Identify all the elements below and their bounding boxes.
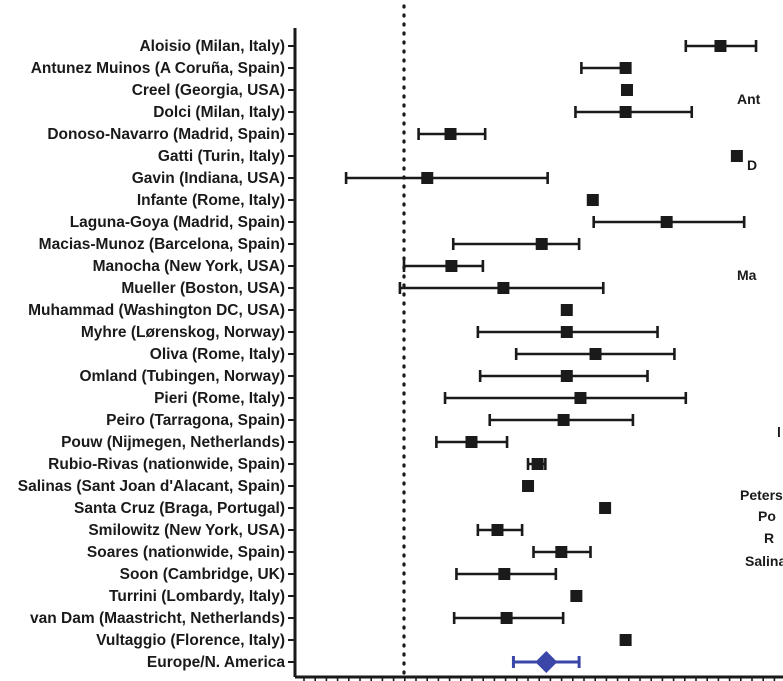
study-row: Soon (Cambridge, UK) <box>120 566 558 583</box>
study-label: Soares (nationwide, Spain) <box>87 544 285 561</box>
point-estimate <box>586 194 599 206</box>
study-row: Salinas (Sant Joan d'Alacant, Spain) <box>18 478 535 495</box>
study-label: Salinas (Sant Joan d'Alacant, Spain) <box>18 478 285 495</box>
study-label: Rubio-Rivas (nationwide, Spain) <box>48 456 285 473</box>
study-row: Turrini (Lombardy, Italy) <box>109 588 583 605</box>
point-estimate <box>497 282 510 294</box>
point-estimate <box>620 84 633 96</box>
study-row: Manocha (New York, USA) <box>93 258 485 275</box>
study-label: Donoso-Navarro (Madrid, Spain) <box>47 126 285 143</box>
study-row: Pouw (Nijmegen, Netherlands) <box>61 434 509 451</box>
study-row: Myhre (Lørenskog, Norway) <box>81 324 659 341</box>
pooled-label: Europe/N. America <box>147 654 285 671</box>
point-estimate <box>660 216 673 228</box>
right-panel-label-fragment: l <box>777 424 781 440</box>
study-row: Smilowitz (New York, USA) <box>88 522 524 539</box>
study-label: Antunez Muinos (A Coruña, Spain) <box>31 60 285 77</box>
point-estimate <box>444 128 457 140</box>
point-estimate <box>574 392 587 404</box>
point-estimate <box>714 40 727 52</box>
point-estimate <box>557 414 570 426</box>
study-row: Muhammad (Washington DC, USA) <box>28 302 573 319</box>
study-row: Gavin (Indiana, USA) <box>132 170 549 187</box>
study-row: Peiro (Tarragona, Spain) <box>106 412 635 429</box>
right-panel-label-fragment: Peters <box>740 487 783 503</box>
study-row: Infante (Rome, Italy) <box>137 192 599 209</box>
plot-axes <box>293 28 783 681</box>
study-label: Mueller (Boston, USA) <box>121 280 285 297</box>
study-label: Gavin (Indiana, USA) <box>132 170 285 187</box>
study-label: Vultaggio (Florence, Italy) <box>96 632 285 649</box>
study-row: Macias-Munoz (Barcelona, Spain) <box>39 236 581 253</box>
point-estimate <box>619 62 632 74</box>
study-label: Creel (Georgia, USA) <box>132 82 285 99</box>
study-label: Soon (Cambridge, UK) <box>120 566 285 583</box>
study-label: Smilowitz (New York, USA) <box>88 522 285 539</box>
study-row: Soares (nationwide, Spain) <box>87 544 592 561</box>
right-panel-fragments: Ant D Ma l Peters Po R Salina <box>737 91 783 569</box>
point-estimate <box>570 590 583 602</box>
study-label: Gatti (Turin, Italy) <box>158 148 285 165</box>
right-panel-label-fragment: Salina <box>745 553 783 569</box>
point-estimate <box>491 524 504 536</box>
study-label: Pouw (Nijmegen, Netherlands) <box>61 434 285 451</box>
study-label: Infante (Rome, Italy) <box>137 192 285 209</box>
study-row: Santa Cruz (Braga, Portugal) <box>74 500 612 517</box>
study-row: Donoso-Navarro (Madrid, Spain) <box>47 126 487 143</box>
study-label: Santa Cruz (Braga, Portugal) <box>74 500 285 517</box>
study-row: Dolci (Milan, Italy) <box>153 104 694 121</box>
point-estimate <box>500 612 513 624</box>
study-label: Oliva (Rome, Italy) <box>150 346 285 363</box>
point-estimate <box>421 172 434 184</box>
right-panel-label-fragment: Ma <box>737 267 757 283</box>
study-label: Turrini (Lombardy, Italy) <box>109 588 285 605</box>
point-estimate <box>560 326 573 338</box>
study-row: van Dam (Maastricht, Netherlands) <box>30 610 565 627</box>
study-row: Antunez Muinos (A Coruña, Spain) <box>31 60 632 77</box>
point-estimate <box>560 304 573 316</box>
point-estimate <box>730 150 743 162</box>
study-label: Manocha (New York, USA) <box>93 258 285 275</box>
study-label: Peiro (Tarragona, Spain) <box>106 412 285 429</box>
point-estimate <box>535 238 548 250</box>
study-label: Aloisio (Milan, Italy) <box>139 38 285 55</box>
pooled-diamond <box>535 651 558 673</box>
point-estimate <box>619 106 632 118</box>
study-row: Gatti (Turin, Italy) <box>158 148 743 165</box>
pooled-estimate: Europe/N. America <box>147 651 581 673</box>
study-label: Pieri (Rome, Italy) <box>154 390 285 407</box>
study-row: Vultaggio (Florence, Italy) <box>96 632 632 649</box>
study-row: Laguna-Goya (Madrid, Spain) <box>70 214 746 231</box>
right-panel-label-fragment: Po <box>758 508 776 524</box>
point-estimate <box>522 480 535 492</box>
study-label: Omland (Tubingen, Norway) <box>79 368 285 385</box>
study-label: Muhammad (Washington DC, USA) <box>28 302 285 319</box>
right-panel-label-fragment: D <box>747 157 757 173</box>
point-estimate <box>498 568 511 580</box>
study-row: Pieri (Rome, Italy) <box>154 390 688 407</box>
point-estimate <box>445 260 458 272</box>
point-estimate <box>589 348 602 360</box>
study-row: Aloisio (Milan, Italy) <box>139 38 758 55</box>
right-panel-label-fragment: R <box>764 530 774 546</box>
study-rows: Aloisio (Milan, Italy) Antunez Muinos (A … <box>18 38 758 649</box>
point-estimate <box>465 436 478 448</box>
study-row: Omland (Tubingen, Norway) <box>79 368 649 385</box>
study-label: Laguna-Goya (Madrid, Spain) <box>70 214 285 231</box>
study-row: Creel (Georgia, USA) <box>132 82 633 99</box>
point-estimate <box>619 634 632 646</box>
right-panel-label-fragment: Ant <box>737 91 761 107</box>
point-estimate <box>531 458 544 470</box>
study-label: van Dam (Maastricht, Netherlands) <box>30 610 285 627</box>
study-row: Oliva (Rome, Italy) <box>150 346 676 363</box>
study-label: Macias-Munoz (Barcelona, Spain) <box>39 236 285 253</box>
point-estimate <box>555 546 568 558</box>
point-estimate <box>599 502 612 514</box>
study-row: Rubio-Rivas (nationwide, Spain) <box>48 456 547 473</box>
study-label: Dolci (Milan, Italy) <box>153 104 285 121</box>
study-row: Mueller (Boston, USA) <box>121 280 605 297</box>
study-label: Myhre (Lørenskog, Norway) <box>81 324 285 341</box>
point-estimate <box>560 370 573 382</box>
